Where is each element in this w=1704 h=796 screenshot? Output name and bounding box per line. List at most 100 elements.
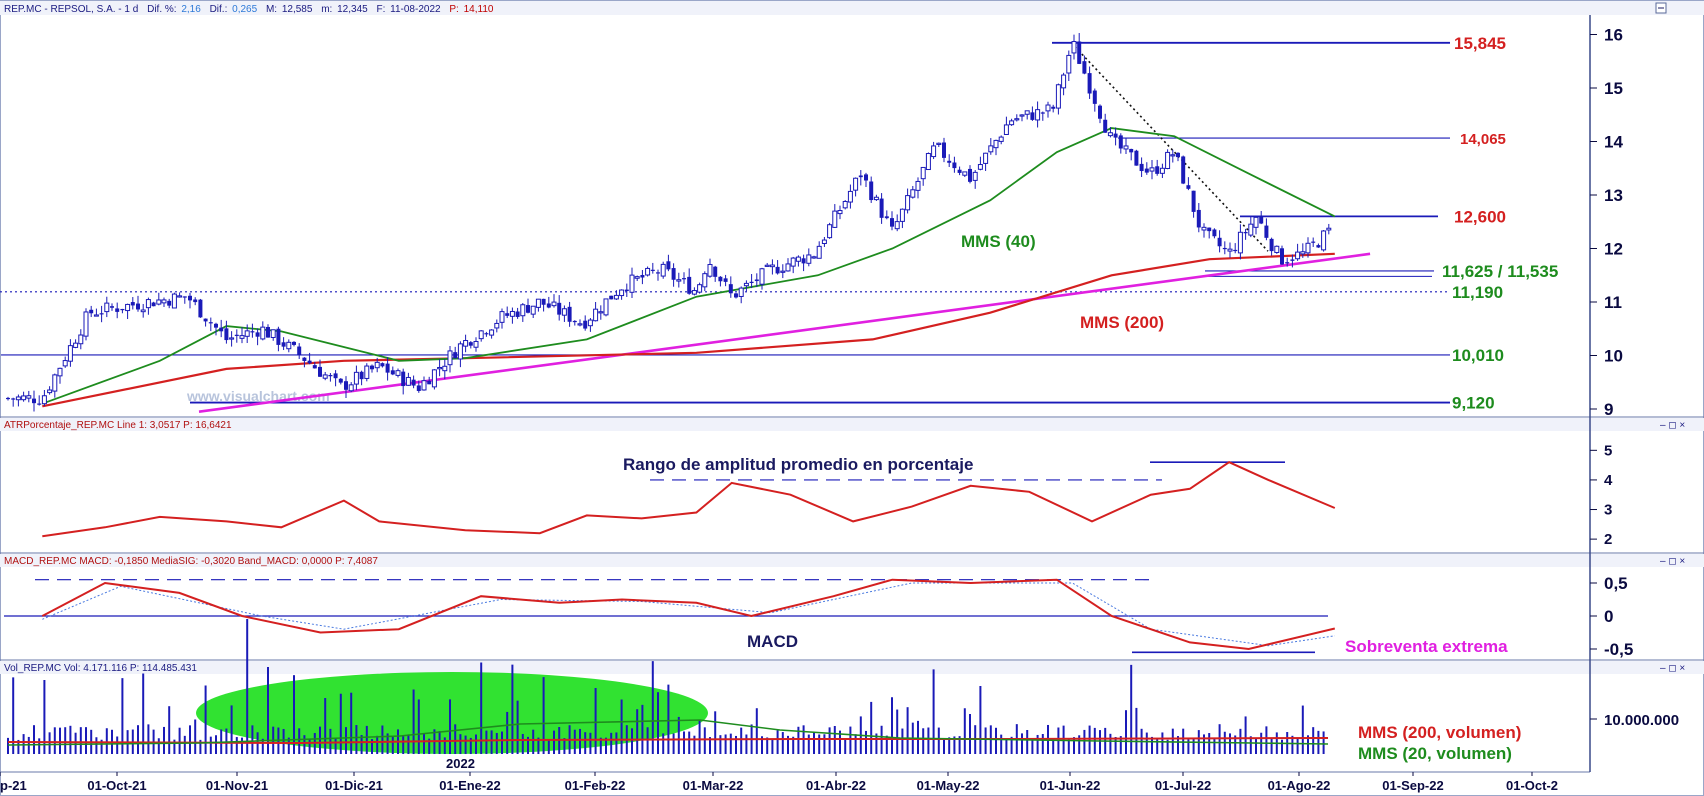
candle-body	[1295, 251, 1301, 260]
candle-body	[281, 342, 286, 347]
y-tick-label: 0,5	[1604, 574, 1628, 593]
candle-body	[385, 363, 390, 373]
candle-body	[380, 363, 385, 367]
candle-body	[593, 308, 599, 322]
candle-body	[193, 299, 198, 303]
candle-body	[260, 326, 266, 340]
candle-body	[1201, 226, 1207, 231]
candle-body	[682, 278, 686, 280]
candle-body	[73, 342, 79, 348]
candle-body	[1165, 151, 1171, 170]
candle-body	[1045, 104, 1051, 112]
candle-body	[1181, 156, 1186, 184]
y-tick-label: 11	[1604, 293, 1622, 312]
candle-body	[494, 322, 500, 329]
y-tick-label: -0,5	[1604, 640, 1633, 659]
dif-pct-value: 2,16	[181, 4, 201, 15]
x-tick-label: p-21	[0, 778, 27, 793]
candle-body	[266, 326, 270, 338]
candle-body	[411, 379, 416, 386]
candle-body	[983, 152, 989, 164]
candle-body	[203, 318, 208, 322]
candle-body	[104, 302, 110, 313]
candle-body	[224, 328, 229, 341]
level-label: 15,845	[1454, 34, 1506, 53]
candle-body	[879, 198, 884, 218]
year-label: 2022	[446, 756, 475, 771]
candle-body	[1274, 245, 1280, 253]
candle-body	[188, 295, 192, 301]
candle-body	[1222, 247, 1227, 250]
candle-body	[229, 337, 235, 340]
candle-body	[11, 398, 16, 400]
candle-body	[952, 162, 957, 169]
candle-body	[957, 169, 962, 173]
candle-body	[1253, 216, 1259, 228]
candle-body	[629, 274, 635, 293]
atr-header: ATRPorcentaje_REP.MC Line 1: 3,0517 P: 1…	[4, 420, 232, 431]
candle-body	[421, 380, 427, 391]
candle-body	[603, 298, 609, 316]
candle-body	[468, 342, 473, 346]
candle-body	[1186, 185, 1191, 189]
candle-body	[322, 374, 328, 379]
candle-body	[884, 216, 889, 219]
candle-body	[1055, 84, 1061, 109]
macd-minimize-icon[interactable]: – ◻ ×	[1660, 556, 1685, 567]
main-header: REP.MC - REPSOL, S.A. - 1 d Dif. %: 2,16…	[4, 4, 494, 15]
candle-body	[307, 360, 312, 364]
x-tick-label: 01-Jul-22	[1155, 778, 1211, 793]
candle-body	[764, 264, 770, 267]
candle-body	[318, 366, 322, 377]
candle-body	[697, 284, 703, 293]
candle-body	[1019, 114, 1025, 117]
candle-body	[842, 200, 848, 209]
max-label: M:	[266, 4, 277, 15]
candle-body	[1248, 223, 1254, 236]
atr-panel-controls[interactable]: – ◻ ×	[1660, 420, 1685, 431]
min-label: m:	[321, 4, 332, 15]
candle-body	[942, 142, 946, 158]
candle-body	[972, 171, 978, 181]
y-tick-label: 5	[1604, 442, 1612, 459]
candle-body	[1009, 120, 1015, 126]
y-tick-label: 4	[1604, 472, 1613, 489]
candle-body	[977, 164, 983, 170]
candle-body	[702, 273, 708, 288]
macd-title: MACD	[747, 632, 798, 651]
candle-body	[416, 385, 421, 391]
candle-body	[795, 256, 801, 262]
candle-body	[214, 323, 218, 328]
candle-body	[1051, 106, 1056, 109]
candle-body	[619, 289, 625, 297]
candle-body	[338, 378, 343, 383]
macd-panel-controls[interactable]: – ◻ ×	[1660, 556, 1685, 567]
candle-body	[718, 276, 723, 282]
support-trendline	[198, 252, 1371, 413]
candle-body	[463, 340, 469, 347]
candle-body	[234, 334, 239, 336]
candle-body	[344, 381, 348, 390]
candle-body	[775, 266, 780, 274]
candle-body	[1087, 73, 1092, 94]
level-label: 9,120	[1452, 394, 1495, 413]
level-label: 11,625 / 11,535	[1442, 262, 1558, 281]
candle-body	[1071, 41, 1077, 54]
candle-body	[968, 168, 972, 182]
candle-body	[947, 160, 952, 163]
candle-body	[671, 268, 676, 280]
candle-body	[811, 256, 817, 259]
vol-minimize-icon[interactable]: – ◻ ×	[1660, 663, 1685, 674]
candle-body	[1040, 112, 1045, 114]
candle-body	[1321, 230, 1327, 251]
oversold-label: Sobreventa extrema	[1345, 637, 1508, 656]
candle-body	[656, 272, 660, 274]
candle-body	[572, 320, 577, 323]
candle-body	[219, 327, 224, 332]
atr-minimize-icon[interactable]: – ◻ ×	[1660, 420, 1685, 431]
price-label: P:	[449, 4, 458, 15]
vol-panel-controls[interactable]: – ◻ ×	[1660, 663, 1685, 674]
candle-body	[255, 332, 260, 337]
window-controls[interactable]	[1655, 2, 1667, 14]
